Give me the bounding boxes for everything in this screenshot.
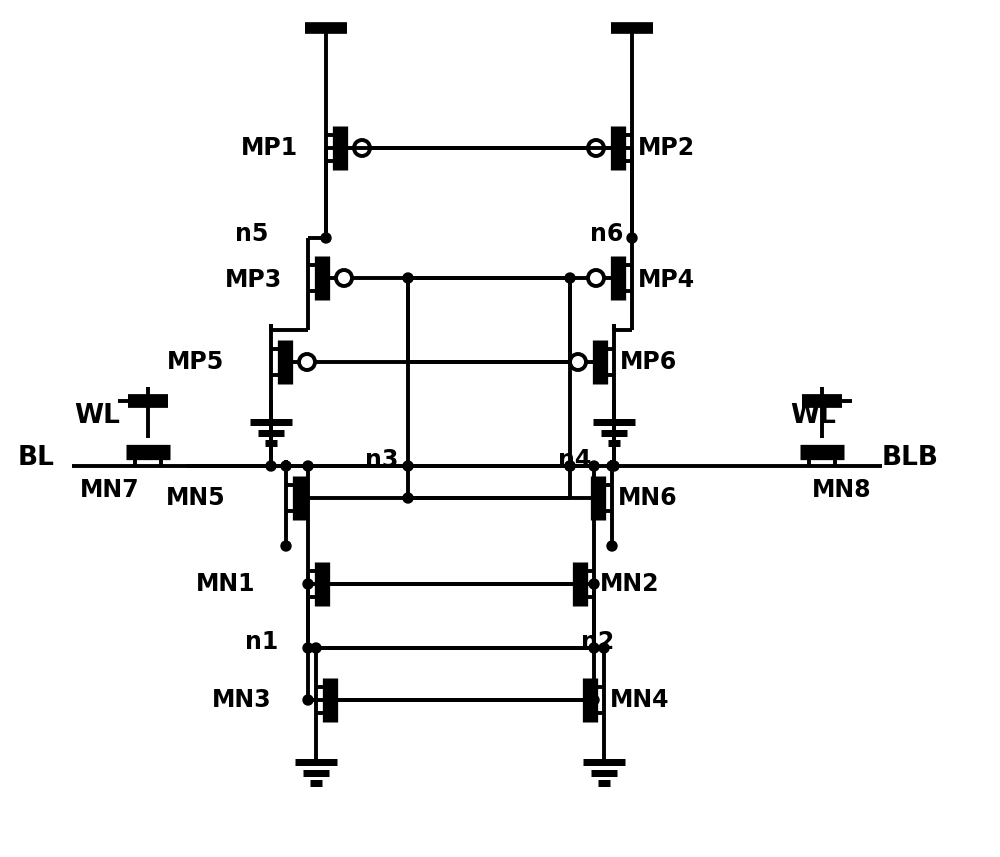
Text: MP2: MP2 (638, 136, 695, 160)
Text: n1: n1 (245, 630, 279, 654)
Text: n3: n3 (365, 448, 398, 472)
Text: MN2: MN2 (600, 572, 660, 596)
Circle shape (403, 461, 413, 471)
Text: n6: n6 (590, 222, 623, 246)
Circle shape (589, 643, 599, 653)
Circle shape (403, 493, 413, 503)
Text: MN5: MN5 (165, 486, 225, 510)
Text: MN6: MN6 (618, 486, 678, 510)
Text: WL: WL (74, 403, 120, 429)
Circle shape (589, 461, 599, 471)
Text: MP3: MP3 (225, 268, 282, 292)
Circle shape (303, 643, 313, 653)
Circle shape (589, 579, 599, 589)
Circle shape (303, 461, 313, 471)
Circle shape (589, 695, 599, 705)
Text: MP5: MP5 (167, 350, 224, 374)
Circle shape (607, 461, 617, 471)
Text: n5: n5 (235, 222, 268, 246)
Circle shape (311, 643, 321, 653)
Text: MP6: MP6 (620, 350, 677, 374)
Circle shape (607, 541, 617, 551)
Text: MP4: MP4 (638, 268, 695, 292)
Circle shape (627, 233, 637, 243)
Text: MN4: MN4 (610, 688, 670, 712)
Text: MN1: MN1 (196, 572, 255, 596)
Text: MN3: MN3 (212, 688, 272, 712)
Text: MP1: MP1 (241, 136, 298, 160)
Circle shape (403, 273, 413, 283)
Text: MN8: MN8 (812, 478, 872, 502)
Circle shape (565, 461, 575, 471)
Circle shape (281, 461, 291, 471)
Text: n4: n4 (558, 448, 591, 472)
Circle shape (321, 233, 331, 243)
Text: MN7: MN7 (80, 478, 140, 502)
Circle shape (281, 541, 291, 551)
Circle shape (266, 461, 276, 471)
Text: BLB: BLB (882, 445, 939, 471)
Circle shape (565, 461, 575, 471)
Circle shape (599, 643, 609, 653)
Circle shape (609, 461, 619, 471)
Text: BL: BL (18, 445, 55, 471)
Circle shape (303, 695, 313, 705)
Circle shape (565, 273, 575, 283)
Text: WL: WL (790, 403, 836, 429)
Text: n2: n2 (581, 630, 615, 654)
Circle shape (303, 579, 313, 589)
